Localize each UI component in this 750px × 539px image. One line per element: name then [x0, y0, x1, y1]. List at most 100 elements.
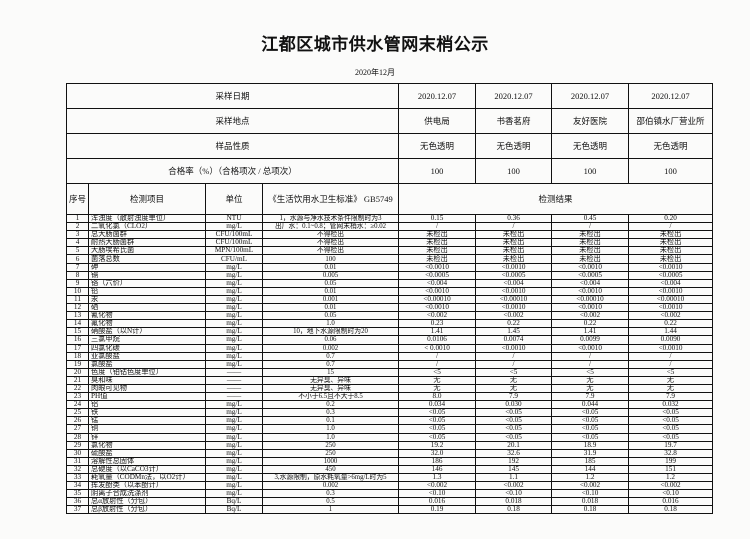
row-item: 氟化物 — [88, 319, 206, 329]
row-standard: 出厂水：0.1~0.8；管网末梢水：≥0.02 — [261, 222, 400, 232]
row-result: 未检出 — [398, 238, 477, 248]
row-seq: 25 — [66, 408, 89, 418]
row-result: 无 — [398, 383, 477, 394]
row-item: 总β放射性（分包） — [88, 505, 206, 515]
row-result: 31.9 — [551, 448, 630, 458]
row-result: <0.0010 — [475, 286, 553, 296]
row-seq: 8 — [66, 270, 89, 280]
row-item: 臭和味 — [88, 375, 206, 385]
row-standard: 250 — [261, 448, 400, 458]
row-result: <0.05 — [475, 424, 553, 434]
row-item: 亚氯酸盐 — [88, 351, 206, 361]
row-result: <0.05 — [398, 408, 477, 418]
row-result: 0.19 — [398, 505, 477, 515]
row-result: 未检出 — [628, 230, 714, 240]
row-seq: 32 — [66, 464, 89, 475]
row-standard: 0.1 — [261, 416, 400, 426]
row-result: <5 — [628, 367, 714, 377]
row-result: <0.05 — [475, 432, 553, 442]
row-result: <0.0010 — [475, 343, 553, 353]
table-row: 4 耐热大肠菌群 CFU/100mL 不得检出 未检出 未检出 未检出 未检出 — [66, 238, 714, 248]
row-result: 20.1 — [475, 440, 553, 450]
table-row: 15 硝酸盐（以N计） mg/L 10，地下水源限制时为20 1.41 1.45 1.41 1… — [66, 327, 714, 337]
row-seq: 21 — [66, 375, 89, 385]
row-result: / — [628, 351, 714, 361]
row-item: 硝酸盐（以N计） — [88, 327, 206, 337]
row-result: <0.004 — [628, 278, 714, 288]
row-unit: mg/L — [205, 351, 263, 361]
row-result: 144 — [551, 464, 630, 475]
row-unit: mg/L — [205, 359, 263, 369]
row-result: <0.05 — [398, 432, 477, 442]
row-result: 32.6 — [475, 448, 553, 458]
header-value: 100 — [628, 158, 714, 184]
row-result: / — [398, 359, 477, 369]
row-unit: NTU — [205, 213, 263, 224]
table-row: 30 硫酸盐 mg/L 250 32.0 32.6 31.9 32.8 — [66, 448, 714, 458]
row-unit: MPN/100mL — [205, 246, 263, 256]
header-row: 样品性质 无色透明 无色透明 无色透明 无色透明 — [65, 133, 714, 159]
row-result: 无 — [628, 383, 714, 394]
row-result: <0.0010 — [475, 303, 553, 313]
row-seq: 12 — [66, 303, 89, 313]
row-seq: 15 — [66, 327, 89, 337]
page-title: 江都区城市供水管网末梢公示 — [261, 35, 489, 55]
row-seq: 37 — [66, 505, 89, 515]
row-standard: 1.0 — [261, 424, 400, 434]
header-value: 100 — [475, 158, 553, 184]
row-result: <0.05 — [628, 424, 714, 434]
row-unit: mg/L — [205, 294, 263, 305]
row-result: 0.030 — [475, 400, 553, 410]
row-unit: —— — [205, 367, 263, 377]
row-unit: mg/L — [205, 456, 263, 466]
row-item: 氰化物 — [88, 311, 206, 321]
row-item: 总α放射性（分包） — [88, 497, 206, 507]
row-result: 146 — [398, 464, 477, 475]
row-result: 1.3 — [398, 472, 477, 483]
row-result: / — [475, 351, 553, 361]
row-unit: mg/L — [205, 278, 263, 288]
row-unit: mg/L — [205, 464, 263, 475]
row-result: <0.05 — [398, 416, 477, 426]
row-result: 0.0106 — [398, 335, 477, 345]
row-item: 溶解性总固体 — [88, 456, 206, 466]
header-value: 无色透明 — [475, 133, 553, 159]
row-standard: 0.2 — [261, 400, 400, 410]
row-unit: Bq/L — [205, 505, 263, 515]
row-result: 0.018 — [475, 497, 553, 507]
table-row: 37 总β放射性（分包） Bq/L 1 0.19 0.18 0.18 0.18 — [66, 505, 714, 515]
row-standard: 0.06 — [261, 335, 400, 345]
row-item: 砷 — [88, 262, 206, 272]
header-value: 友好医院 — [551, 108, 630, 134]
row-item: 四氯化碳 — [88, 343, 206, 353]
row-seq: 35 — [66, 489, 89, 499]
table-row: 32 总硬度（以CaCO3计） mg/L 450 146 145 144 151 — [66, 464, 714, 475]
row-standard: 无异臭、异味 — [261, 375, 400, 385]
row-standard: 1000 — [261, 456, 400, 466]
row-seq: 24 — [66, 400, 89, 410]
row-unit: CFU/100mL — [205, 238, 263, 248]
row-result: <0.0010 — [628, 286, 714, 296]
row-standard: 0.01 — [261, 286, 400, 296]
row-result: 0.034 — [398, 400, 477, 410]
row-seq: 20 — [66, 367, 89, 377]
row-result: <0.0010 — [628, 343, 714, 353]
row-standard: 0.3 — [261, 489, 400, 499]
row-result: <0.00010 — [475, 294, 553, 305]
table-row: 1 浑浊度（散射浊度单位） NTU 1，水源与净水技术条件限制时为3 0.15 0.36 0… — [66, 213, 714, 224]
row-result: / — [551, 351, 630, 361]
row-unit: mg/L — [205, 400, 263, 410]
row-unit: mg/L — [205, 319, 263, 329]
row-seq: 4 — [66, 238, 89, 248]
row-item: 硫酸盐 — [88, 448, 206, 458]
row-result: 未检出 — [628, 246, 714, 256]
row-result: 1.2 — [551, 472, 630, 483]
row-result: <0.002 — [475, 311, 553, 321]
row-unit: mg/L — [205, 327, 263, 337]
row-unit: mg/L — [205, 303, 263, 313]
row-result: 无 — [551, 375, 630, 385]
row-result: <5 — [398, 367, 477, 377]
row-result: 7.9 — [551, 392, 630, 402]
table-row: 17 四氯化碳 mg/L 0.002 < 0.0010 <0.0010 <0.0010 <0.… — [66, 343, 714, 353]
row-unit: mg/L — [205, 408, 263, 418]
